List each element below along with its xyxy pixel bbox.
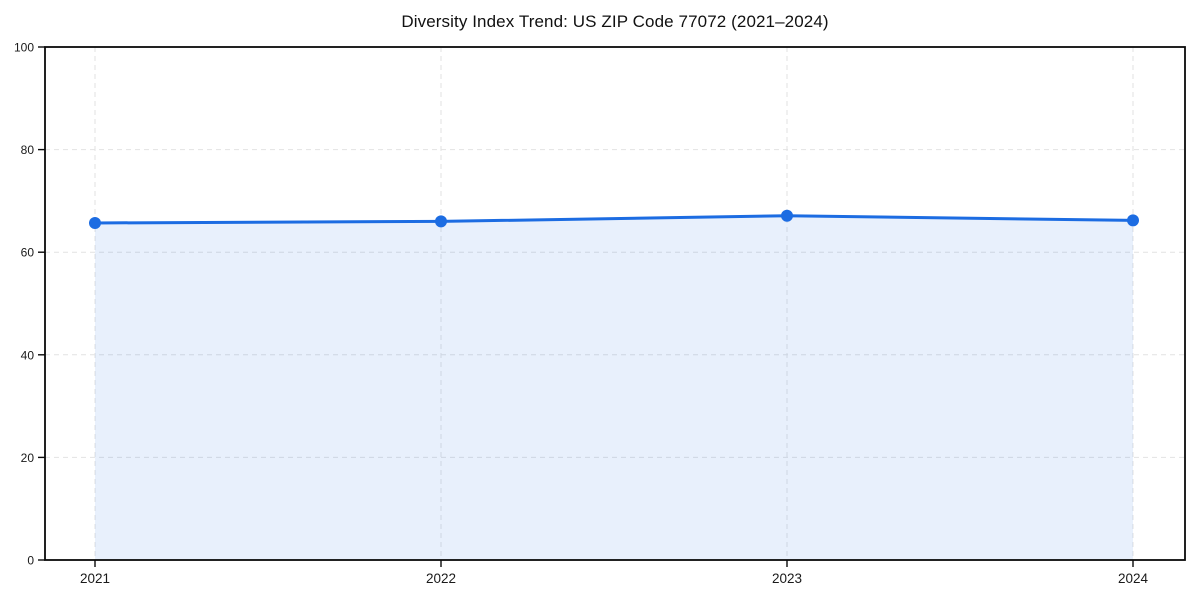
- data-point-marker: [89, 216, 101, 229]
- area-fill: [95, 215, 1133, 561]
- trend-line: [93, 214, 1135, 225]
- y-axis-tick-label: 60: [21, 246, 35, 260]
- data-point-marker: [781, 209, 793, 222]
- y-axis-tick-label: 0: [27, 554, 34, 568]
- chart-title: Diversity Index Trend: US ZIP Code 77072…: [401, 12, 829, 31]
- x-axis-tick-label: 2024: [1118, 571, 1149, 586]
- data-point-marker: [435, 215, 447, 228]
- data-point-marker: [1127, 214, 1139, 227]
- x-axis-tick-label: 2023: [772, 571, 802, 586]
- y-axis-tick-label: 40: [21, 348, 35, 362]
- y-axis-tick-label: 100: [14, 41, 34, 55]
- plot-frame: [44, 46, 1186, 561]
- y-axis-tick-label: 20: [21, 451, 35, 465]
- x-axis-tick-label: 2021: [80, 571, 110, 586]
- y-axis-tick-label: 80: [21, 143, 35, 157]
- x-axis-tick-label: 2022: [426, 571, 456, 586]
